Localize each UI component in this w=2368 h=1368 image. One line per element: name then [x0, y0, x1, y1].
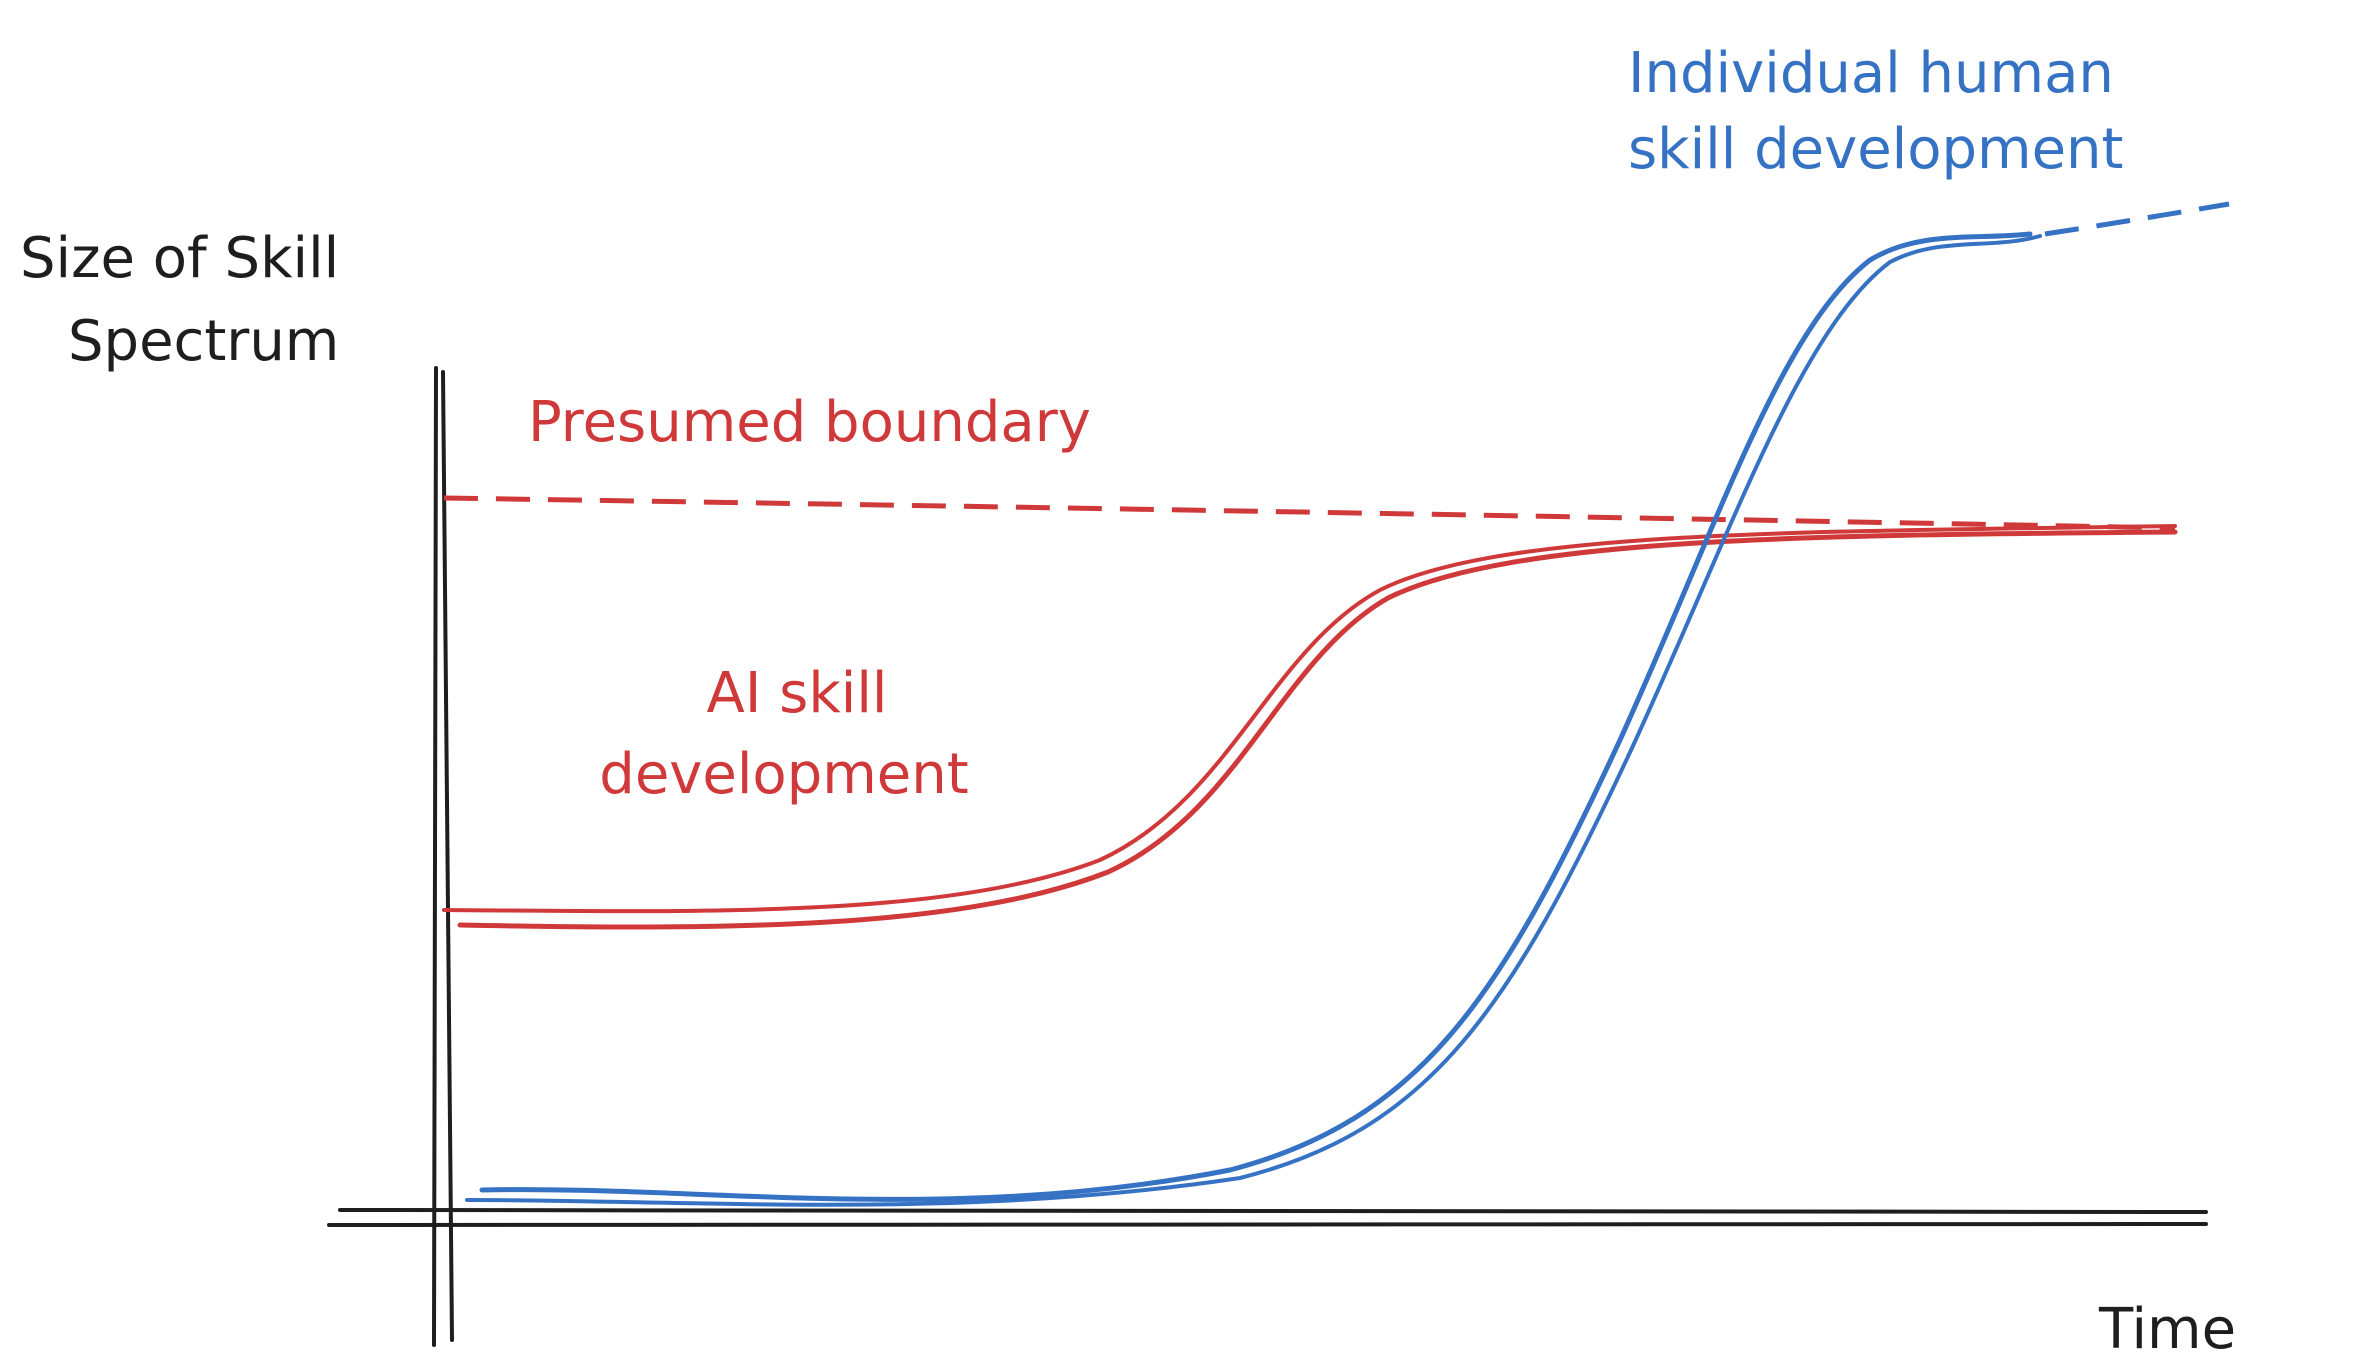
x-axis-label: Time [2098, 1297, 2236, 1362]
axes [327, 366, 2208, 1347]
y-axis-label: Size of Skill [20, 226, 339, 291]
y-axis [432, 366, 438, 1347]
human-curve [465, 231, 2042, 1207]
human-extrapolation [2044, 201, 2230, 237]
human-label: Individual human [1628, 41, 2114, 106]
x-axis [338, 1208, 2208, 1214]
ai-label: AI skill [707, 661, 888, 726]
y-axis-double [441, 370, 454, 1342]
human-label: skill development [1628, 117, 2124, 182]
boundary-label: Presumed boundary [528, 390, 1091, 455]
ai-curve [442, 524, 2178, 930]
boundary-line [443, 495, 2176, 531]
x-axis-double [327, 1222, 2208, 1227]
y-axis-label: Spectrum [68, 309, 339, 374]
ai-label: development [599, 742, 968, 807]
